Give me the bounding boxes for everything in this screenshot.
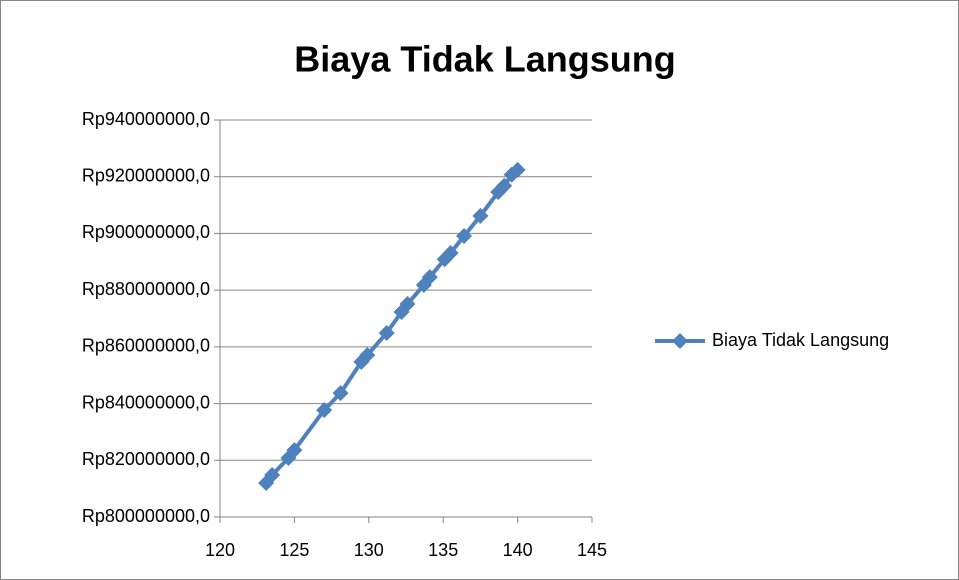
point-marker bbox=[472, 207, 489, 224]
point-marker bbox=[378, 324, 395, 341]
x-tick-label: 120 bbox=[205, 540, 235, 560]
legend-marker bbox=[672, 333, 688, 349]
y-tick-label: Rp920000000,0 bbox=[82, 165, 210, 185]
legend-label: Biaya Tidak Langsung bbox=[712, 330, 889, 350]
point-marker bbox=[332, 385, 349, 402]
x-tick-label: 135 bbox=[428, 540, 458, 560]
point-marker bbox=[264, 467, 281, 484]
y-tick-label: Rp820000000,0 bbox=[82, 449, 210, 469]
y-tick-label: Rp840000000,0 bbox=[82, 392, 210, 412]
point-marker bbox=[436, 251, 453, 268]
y-tick-label: Rp800000000,0 bbox=[82, 506, 210, 526]
x-tick-label: 130 bbox=[354, 540, 384, 560]
y-tick-label: Rp880000000,0 bbox=[82, 279, 210, 299]
y-tick-label: Rp900000000,0 bbox=[82, 222, 210, 242]
y-tick-label: Rp860000000,0 bbox=[82, 336, 210, 356]
x-tick-label: 140 bbox=[503, 540, 533, 560]
point-marker bbox=[442, 244, 459, 261]
point-marker bbox=[316, 402, 333, 419]
point-marker bbox=[359, 347, 376, 364]
point-marker bbox=[456, 227, 473, 244]
x-tick-label: 125 bbox=[279, 540, 309, 560]
point-marker bbox=[509, 161, 526, 178]
point-marker bbox=[421, 269, 438, 286]
y-tick-label: Rp940000000,0 bbox=[82, 109, 210, 129]
x-tick-label: 145 bbox=[577, 540, 607, 560]
point-marker bbox=[286, 442, 303, 459]
point-marker bbox=[496, 177, 513, 194]
chart-title: Biaya Tidak Langsung bbox=[294, 39, 675, 80]
point-marker bbox=[399, 296, 416, 313]
